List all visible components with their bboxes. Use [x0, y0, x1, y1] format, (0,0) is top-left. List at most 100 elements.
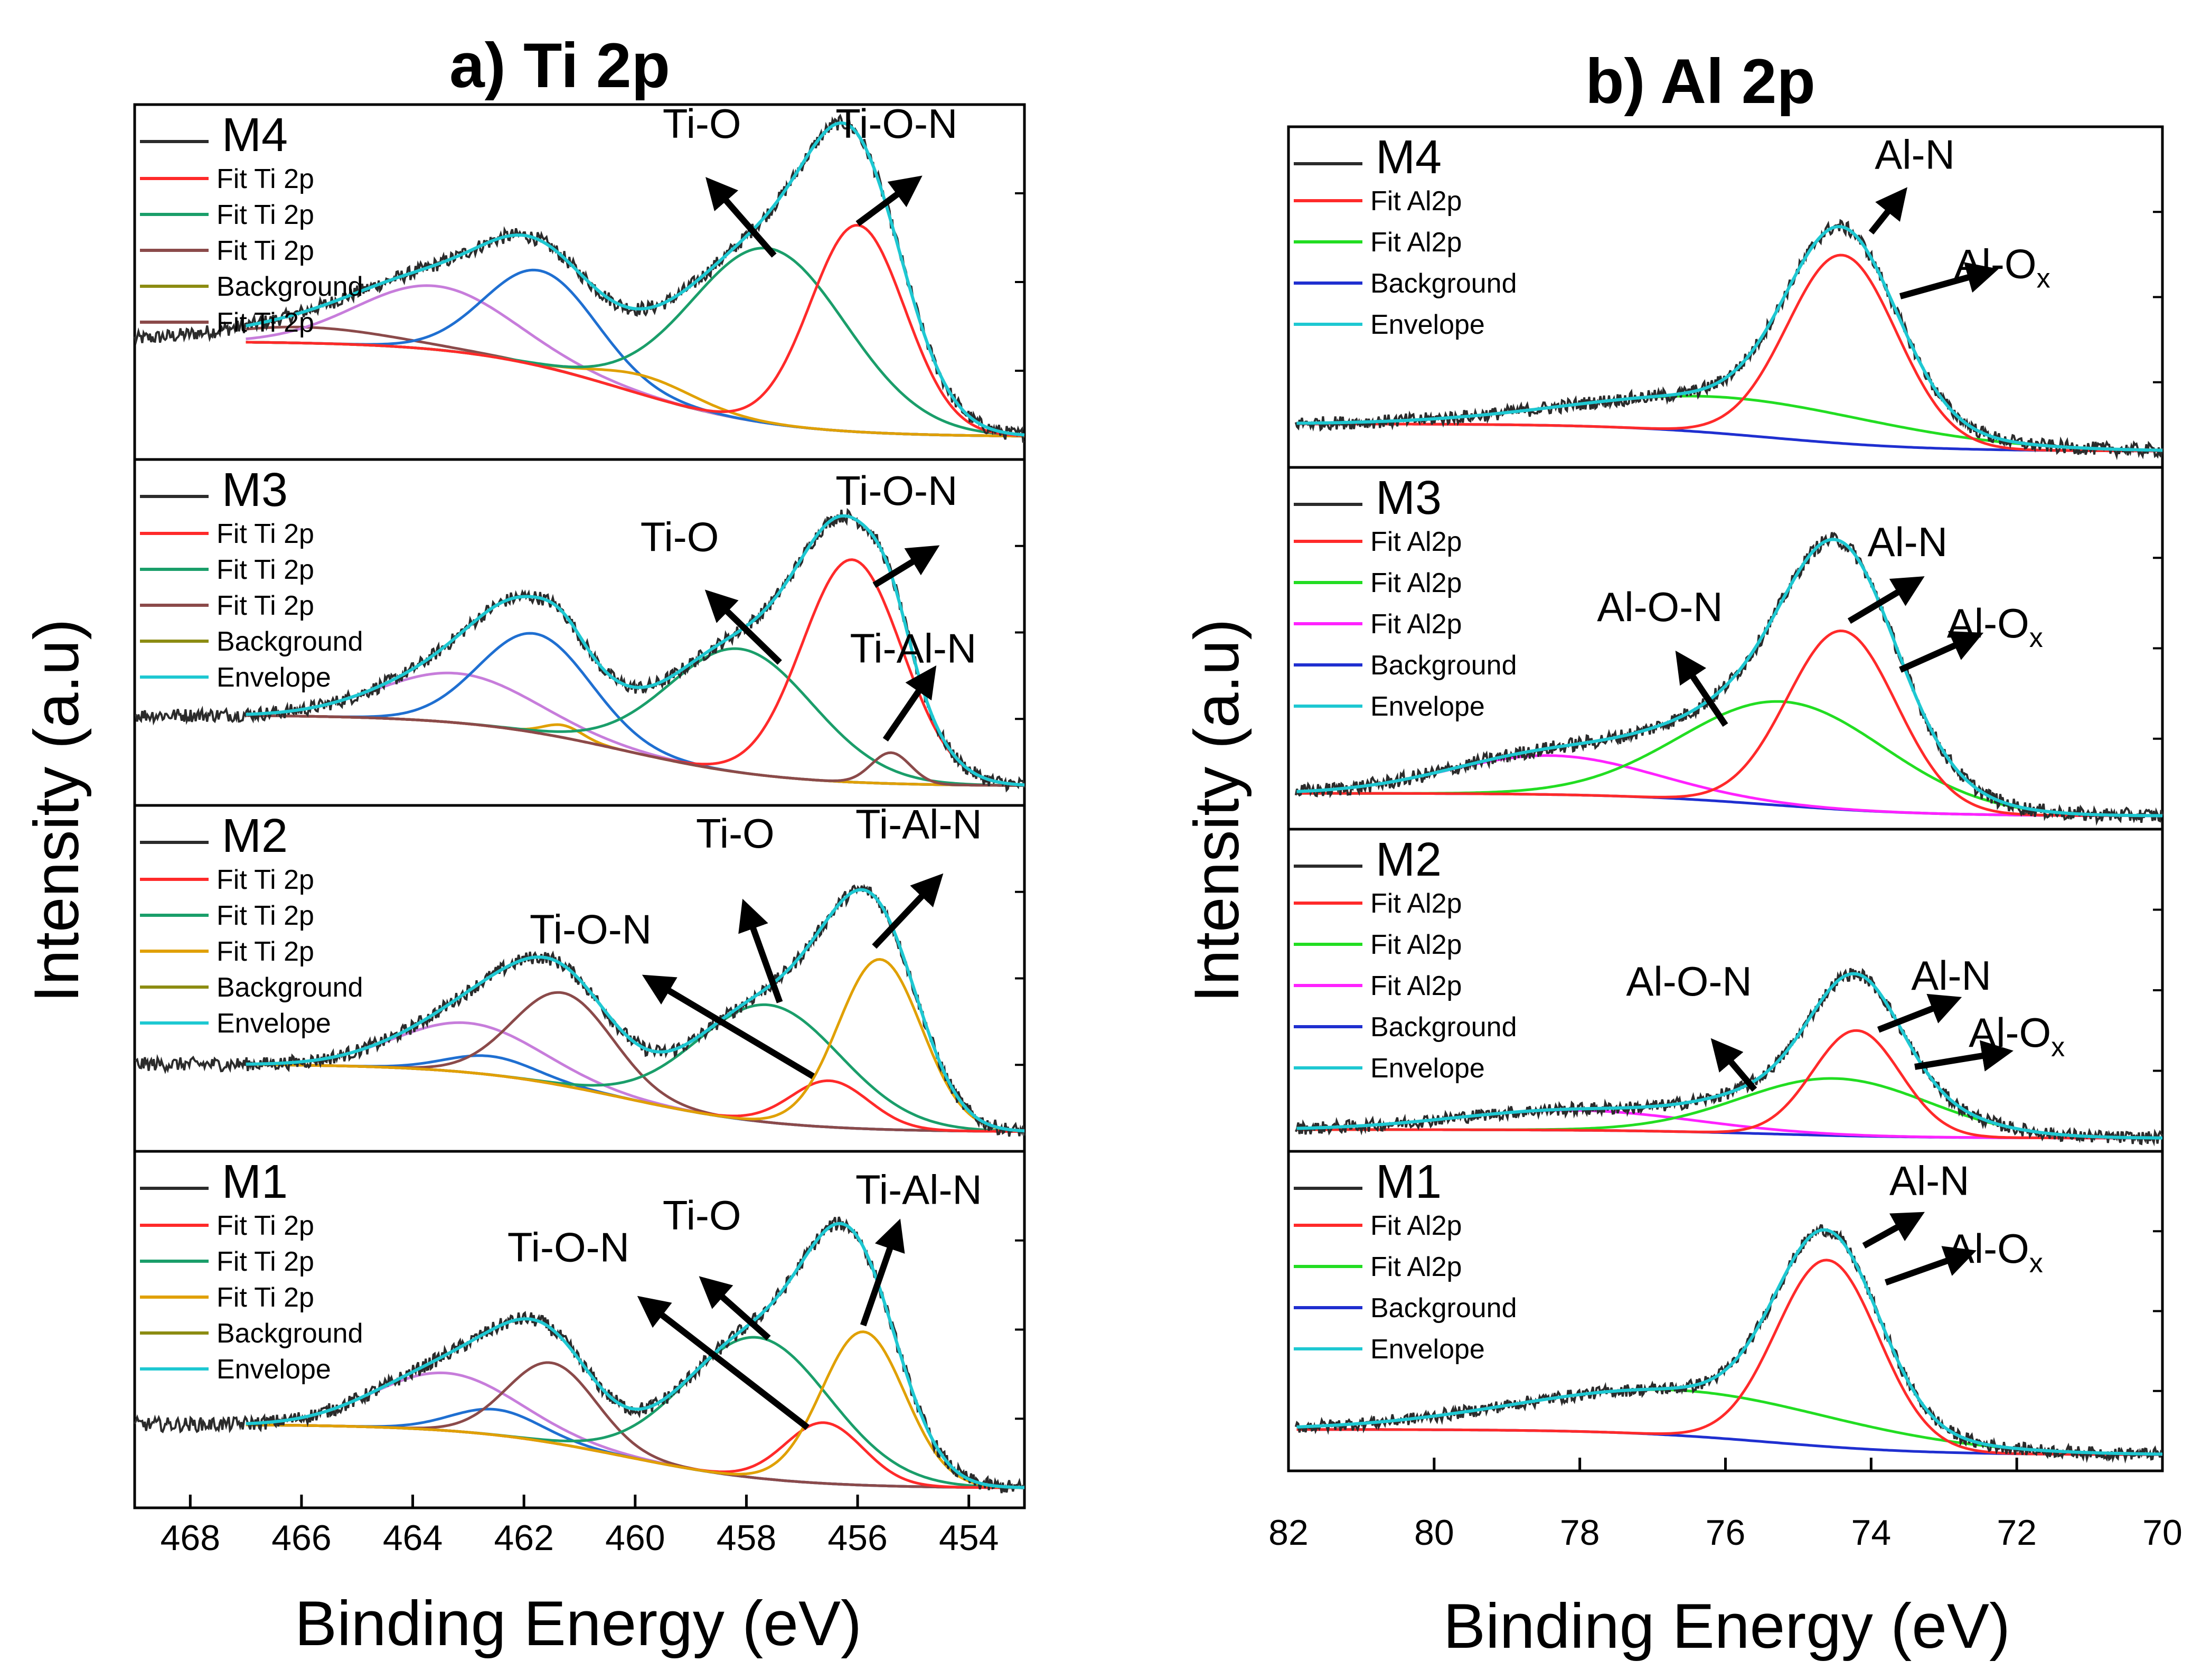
sample-label: M3	[222, 464, 288, 517]
annotation-arrow	[855, 175, 923, 227]
x-tick-label: 80	[1414, 1513, 1454, 1553]
annotation-arrow	[1899, 631, 1984, 673]
legend-label: Fit Ti 2p	[217, 900, 314, 931]
sample-label: M1	[1376, 1156, 1442, 1208]
legend-label: Background	[217, 1318, 363, 1349]
legend-label: Fit Ti 2p	[217, 865, 314, 895]
legend-label: Background	[1370, 268, 1517, 299]
annotation-arrow	[704, 589, 782, 665]
legend-label: Fit Ti 2p	[217, 519, 314, 549]
x-tick-label: 460	[605, 1518, 665, 1558]
series-envelope	[246, 1222, 1025, 1489]
annotation-label: Ti-O	[641, 514, 719, 560]
x-tick-label: 78	[1560, 1513, 1600, 1553]
legend-label: Envelope	[217, 1008, 331, 1039]
sample-label: M2	[1376, 833, 1442, 886]
annotation-arrow	[1899, 262, 1999, 299]
annotation-arrow	[637, 1296, 810, 1430]
annotation-arrow	[872, 873, 944, 949]
legend-label: Fit Ti 2p	[217, 1210, 314, 1241]
legend-label: Fit Ti 2p	[217, 555, 314, 585]
annotation-arrow	[738, 898, 783, 1003]
legend-label: Fit Al2p	[1370, 1210, 1462, 1241]
series-envelope	[246, 888, 1025, 1133]
legend-label: Background	[1370, 1293, 1517, 1324]
annotation-subscript: x	[2029, 623, 2043, 653]
legend-label: Envelope	[1370, 691, 1485, 722]
annotation-arrow	[1710, 1038, 1757, 1092]
series-fit-peak-3	[1296, 1029, 2162, 1140]
legend-label: Fit Al2p	[1370, 609, 1462, 640]
x-tick-label: 454	[939, 1518, 999, 1558]
legend-label: Fit Ti 2p	[217, 1282, 314, 1313]
annotation-label: Ti-O-N	[530, 906, 652, 952]
annotation-subscript: x	[2037, 264, 2050, 294]
sample-label: M1	[222, 1156, 288, 1208]
legend-label: Background	[217, 972, 363, 1003]
annotation-arrow	[699, 1276, 771, 1341]
sample-label: M3	[1376, 472, 1442, 524]
annotation-arrow	[642, 974, 815, 1080]
annotation-label: Al-N	[1889, 1157, 1970, 1204]
x-tick-label: 462	[494, 1518, 553, 1558]
annotation-arrow	[1914, 1040, 2014, 1072]
annotation-label: Ti-O-N	[507, 1224, 629, 1270]
sample-label: M2	[222, 810, 288, 862]
annotation-label: Ti-O	[696, 810, 775, 857]
annotation-arrow	[1847, 576, 1925, 624]
legend-label: Fit Ti 2p	[217, 590, 314, 621]
legend-label: Fit Al2p	[1370, 186, 1462, 217]
annotation-arrow	[882, 665, 937, 742]
series-envelope	[246, 514, 1025, 787]
annotation-label: Ti-Al-N	[855, 801, 982, 848]
x-tick-label: 458	[717, 1518, 776, 1558]
x-tick-label: 466	[271, 1518, 331, 1558]
legend-label: Envelope	[1370, 1053, 1485, 1084]
annotation-label: Ti-O	[663, 1192, 741, 1238]
legend-label: Background	[1370, 1012, 1517, 1043]
annotation-arrow	[1877, 993, 1962, 1033]
annotation-arrow	[1675, 650, 1728, 727]
annotation-label: Al-Ox	[1947, 1225, 2043, 1279]
legend-label: Fit Ti 2p	[217, 164, 314, 194]
legend-label: Fit Ti 2p	[217, 307, 314, 338]
annotation-label: Al-O-N	[1626, 958, 1752, 1005]
annotation-label: Al-O-N	[1597, 584, 1723, 630]
series-fit-peak-2	[1296, 254, 2162, 453]
x-axis-label-ti: Binding Energy (eV)	[295, 1588, 862, 1659]
x-tick-label: 70	[2142, 1513, 2182, 1553]
x-tick-label: 464	[383, 1518, 443, 1558]
series-envelope	[1296, 972, 2162, 1140]
series-fit-peak-3	[1296, 629, 2162, 818]
x-tick-label: 456	[827, 1518, 887, 1558]
x-tick-label: 76	[1706, 1513, 1746, 1553]
annotation-arrow	[1862, 1212, 1925, 1249]
annotation-arrow	[872, 545, 940, 588]
legend-label: Fit Al2p	[1370, 930, 1462, 960]
x-tick-label: 468	[161, 1518, 220, 1558]
annotation-label: Ti-Al-N	[850, 625, 977, 671]
legend-label: Fit Al2p	[1370, 971, 1462, 1001]
legend-label: Background	[217, 626, 363, 657]
legend-label: Fit Al2p	[1370, 568, 1462, 598]
annotation-subscript: x	[2029, 1248, 2043, 1279]
chart-title-al: b) Al 2p	[1585, 46, 1815, 117]
sample-label: M4	[1376, 131, 1442, 184]
series-fit-peak-6	[246, 958, 1025, 1133]
legend-label: Fit Al2p	[1370, 227, 1462, 258]
annotation-subscript: x	[2051, 1032, 2065, 1063]
legend-label: Fit Ti 2p	[217, 1246, 314, 1277]
legend-label: Envelope	[217, 662, 331, 693]
series-envelope	[1296, 538, 2162, 818]
series-fit-peak-6	[246, 223, 1025, 437]
annotation-arrow	[705, 177, 777, 258]
annotation-label: Al-N	[1911, 952, 1991, 999]
